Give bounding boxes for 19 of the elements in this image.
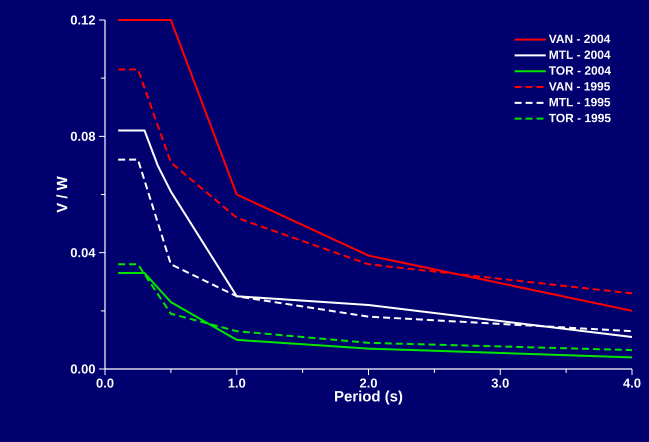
legend-label: MTL - 2004 <box>550 50 610 59</box>
legend-label: VAN - 2004 <box>548 34 610 44</box>
x-tick-label: 2.0 <box>360 378 377 388</box>
x-tick-label: 4.0 <box>623 378 640 388</box>
x-axis-title: Period (s) <box>335 390 402 404</box>
legend-label: MTL - 1995 <box>550 98 610 106</box>
line-series <box>117 130 634 338</box>
x-tick-label: 1.0 <box>228 378 246 388</box>
legend-label: VAN - 1995 <box>548 82 610 91</box>
line-series <box>117 18 634 312</box>
y-tick-label: 0.00 <box>70 364 95 374</box>
y-tick-label: 0.12 <box>70 15 95 25</box>
y-tick-label: 0.08 <box>70 132 96 141</box>
y-tick-label: 0.04 <box>70 248 96 258</box>
legend-label: TOR - 2004 <box>548 66 611 75</box>
x-tick-label: 0.0 <box>96 378 114 388</box>
y-axis-title: V / W <box>56 176 68 213</box>
legend-label: TOR - 1995 <box>548 114 611 122</box>
x-tick-label: 3.0 <box>492 378 509 388</box>
